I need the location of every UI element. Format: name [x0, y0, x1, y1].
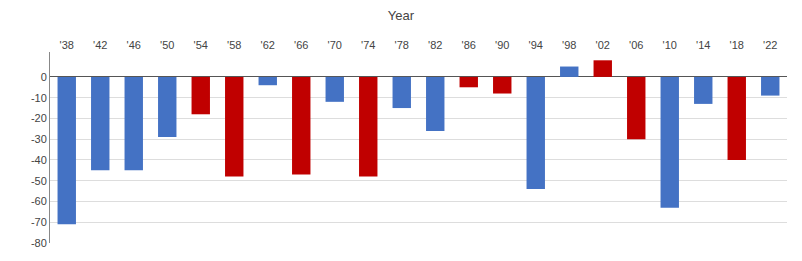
- svg-text:'54: '54: [194, 39, 208, 51]
- svg-text:'66: '66: [294, 39, 308, 51]
- svg-text:'02: '02: [596, 39, 610, 51]
- svg-text:'10: '10: [663, 39, 677, 51]
- svg-text:'98: '98: [562, 39, 576, 51]
- svg-text:-80: -80: [31, 237, 47, 249]
- svg-text:'70: '70: [328, 39, 342, 51]
- svg-text:'50: '50: [160, 39, 174, 51]
- svg-text:-70: -70: [31, 216, 47, 228]
- svg-text:'74: '74: [361, 39, 375, 51]
- svg-text:'86: '86: [462, 39, 476, 51]
- svg-text:'38: '38: [60, 39, 74, 51]
- svg-text:'82: '82: [428, 39, 442, 51]
- svg-text:-50: -50: [31, 175, 47, 187]
- svg-text:-10: -10: [31, 92, 47, 104]
- svg-text:'62: '62: [261, 39, 275, 51]
- svg-text:'58: '58: [227, 39, 241, 51]
- svg-text:Year: Year: [388, 8, 415, 23]
- svg-text:-40: -40: [31, 154, 47, 166]
- svg-text:-20: -20: [31, 112, 47, 124]
- svg-text:'14: '14: [696, 39, 710, 51]
- svg-text:'06: '06: [629, 39, 643, 51]
- svg-text:'94: '94: [529, 39, 543, 51]
- svg-text:'42: '42: [93, 39, 107, 51]
- svg-text:-30: -30: [31, 133, 47, 145]
- svg-text:-60: -60: [31, 195, 47, 207]
- svg-text:'46: '46: [127, 39, 141, 51]
- svg-text:0: 0: [41, 71, 47, 83]
- svg-text:'22: '22: [763, 39, 777, 51]
- svg-text:'18: '18: [730, 39, 744, 51]
- svg-text:'78: '78: [395, 39, 409, 51]
- svg-text:'90: '90: [495, 39, 509, 51]
